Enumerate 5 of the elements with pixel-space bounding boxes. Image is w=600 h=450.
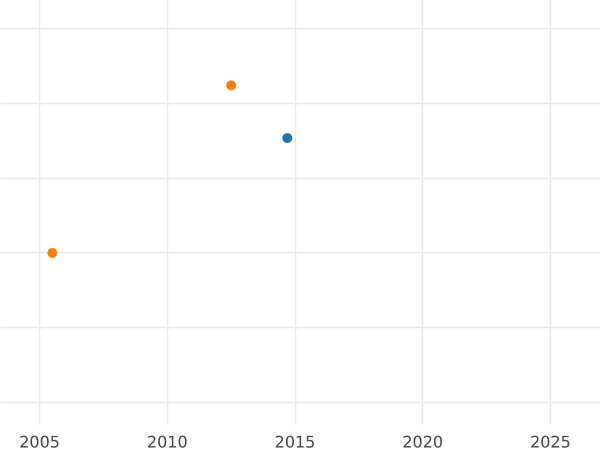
x-tick-label: 2005 — [19, 432, 60, 450]
x-tick-label: 2010 — [146, 432, 188, 450]
x-tick-label: 2020 — [402, 432, 444, 450]
x-tick-label: 2015 — [274, 432, 316, 450]
x-tick-label: 2025 — [530, 432, 571, 450]
